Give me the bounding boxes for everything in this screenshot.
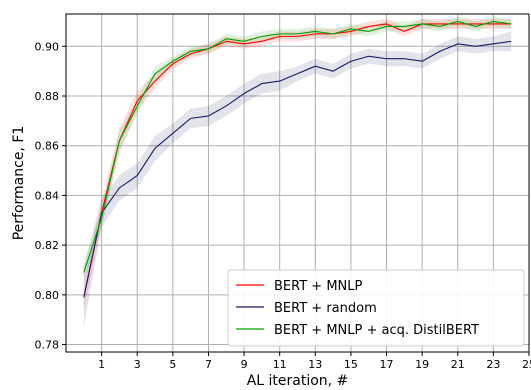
series-line bbox=[83, 20, 512, 273]
x-tick-label: 9 bbox=[241, 358, 248, 371]
legend-label: BERT + MNLP bbox=[274, 279, 363, 294]
series-line bbox=[83, 40, 512, 298]
x-tick-label: 3 bbox=[134, 358, 141, 371]
y-axis-ticks: 0.78 0.80 0.82 0.84 0.86 0.88 0.90 bbox=[35, 40, 66, 352]
x-tick-label: 17 bbox=[380, 358, 394, 371]
x-tick-label: 1 bbox=[98, 358, 105, 371]
y-axis-label: Performance, F1 bbox=[11, 126, 27, 241]
x-tick-label: 7 bbox=[205, 358, 212, 371]
y-tick-label: 0.88 bbox=[35, 90, 60, 103]
x-axis-label: AL iteration, # bbox=[247, 373, 349, 389]
y-tick-label: 0.80 bbox=[35, 289, 60, 302]
x-tick-label: 13 bbox=[308, 358, 322, 371]
x-axis-ticks: 135791113151719212325 bbox=[98, 352, 531, 371]
x-tick-label: 25 bbox=[522, 358, 531, 371]
y-tick-label: 0.84 bbox=[35, 189, 60, 202]
y-tick-label: 0.82 bbox=[35, 239, 60, 252]
series-line bbox=[83, 23, 512, 298]
legend-label: BERT + random bbox=[274, 301, 377, 316]
y-tick-label: 0.90 bbox=[35, 40, 60, 53]
x-tick-label: 11 bbox=[273, 358, 287, 371]
x-tick-label: 21 bbox=[451, 358, 465, 371]
plot-frame bbox=[65, 13, 530, 353]
y-tick-label: 0.78 bbox=[35, 339, 60, 352]
x-tick-label: 15 bbox=[344, 358, 358, 371]
series-lines bbox=[83, 20, 512, 298]
x-tick-label: 5 bbox=[169, 358, 176, 371]
x-tick-label: 23 bbox=[486, 358, 500, 371]
legend-box bbox=[227, 269, 525, 347]
x-tick-label: 19 bbox=[415, 358, 429, 371]
legend-label: BERT + MNLP + acq. DistilBERT bbox=[274, 323, 479, 338]
legend: BERT + MNLP BERT + random BERT + MNLP + ac… bbox=[227, 269, 525, 347]
y-tick-label: 0.86 bbox=[35, 140, 60, 153]
